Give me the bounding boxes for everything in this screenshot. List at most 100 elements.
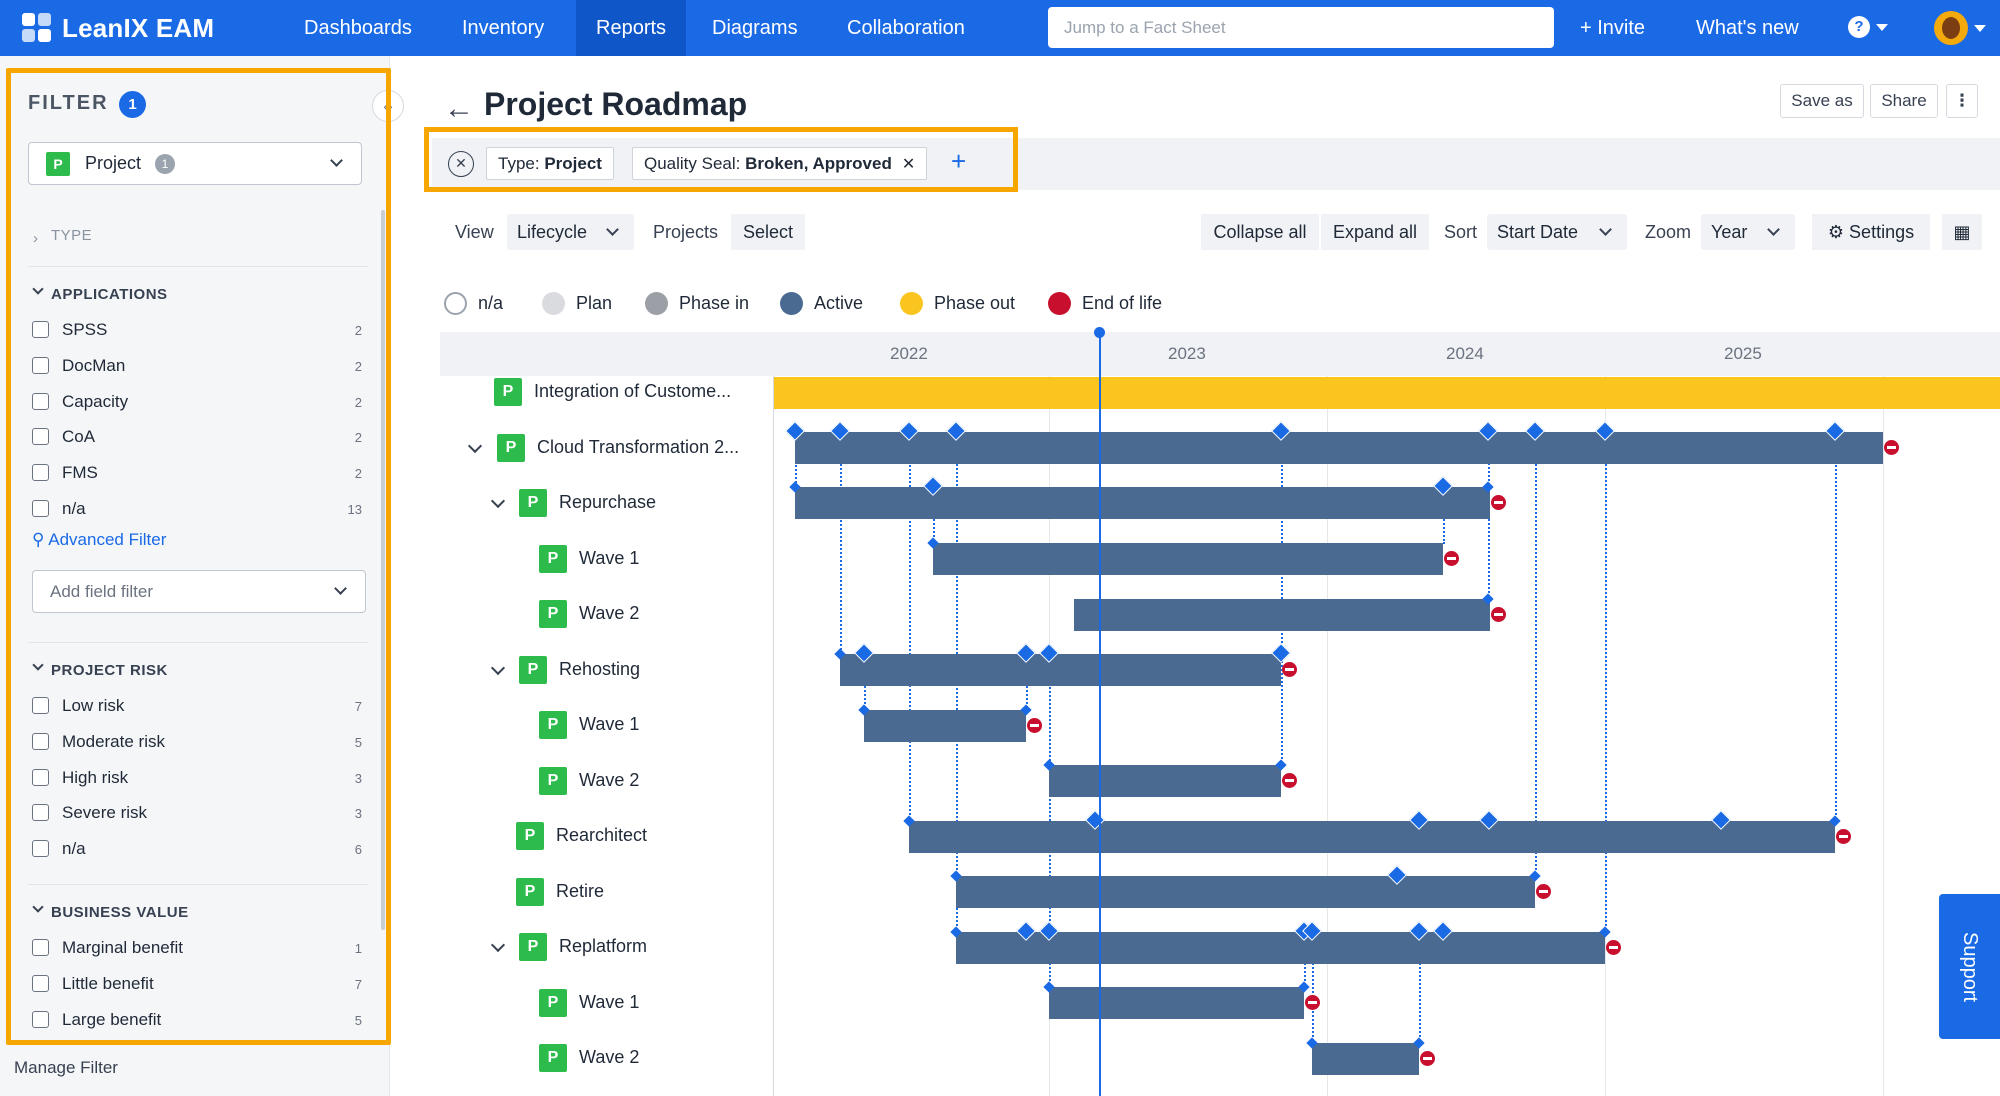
invite-button[interactable]: + Invite: [1580, 17, 1646, 39]
share-button[interactable]: Share: [1870, 84, 1938, 118]
lifecycle-bar-active[interactable]: [909, 821, 1835, 853]
chevron-down-icon[interactable]: [490, 937, 506, 953]
add-field-filter-select[interactable]: Add field filter: [32, 570, 366, 613]
projects-select-button[interactable]: Select: [731, 214, 805, 250]
checkbox[interactable]: [32, 357, 49, 374]
row-integration[interactable]: P Integration of Custome...: [494, 378, 731, 406]
table-view-icon[interactable]: ▦: [1942, 214, 1982, 250]
section-applications[interactable]: APPLICATIONS: [51, 286, 168, 303]
lifecycle-bar-active[interactable]: [864, 710, 1026, 742]
nav-inventory[interactable]: Inventory: [462, 17, 545, 39]
collapse-all-button[interactable]: Collapse all: [1201, 214, 1319, 250]
end-of-life-icon[interactable]: [1444, 551, 1459, 566]
manage-filter-link[interactable]: Manage Filter: [14, 1058, 118, 1077]
row-replatform-wave-2[interactable]: P Wave 2: [539, 1044, 639, 1072]
remove-chip-icon[interactable]: ✕: [901, 156, 916, 173]
lifecycle-bar-active[interactable]: [933, 543, 1443, 575]
checkbox[interactable]: [32, 939, 49, 956]
filter-chip-type[interactable]: Type: Project: [486, 147, 614, 180]
lifecycle-bar-active[interactable]: [795, 432, 1883, 464]
lifecycle-bar-active[interactable]: [956, 932, 1605, 964]
avatar-caret-icon[interactable]: [1974, 25, 1986, 32]
nav-diagrams[interactable]: Diagrams: [712, 17, 798, 39]
avatar[interactable]: [1934, 11, 1968, 45]
row-repurchase-wave-2[interactable]: P Wave 2: [539, 600, 639, 628]
row-retire[interactable]: P Retire: [516, 878, 604, 906]
chevron-right-icon[interactable]: ›: [33, 230, 38, 247]
add-filter-icon[interactable]: +: [951, 146, 967, 176]
row-repurchase-wave-1[interactable]: P Wave 1: [539, 545, 639, 573]
end-of-life-icon[interactable]: [1884, 440, 1899, 455]
lifecycle-bar-phase-out[interactable]: [774, 377, 2000, 409]
fact-sheet-search-input[interactable]: Jump to a Fact Sheet: [1048, 7, 1554, 48]
row-replatform-wave-1[interactable]: P Wave 1: [539, 989, 639, 1017]
filter-option-coa[interactable]: CoA 2: [32, 425, 362, 449]
end-of-life-icon[interactable]: [1536, 884, 1551, 899]
filter-option-risk-na[interactable]: n/a 6: [32, 837, 362, 861]
end-of-life-icon[interactable]: [1836, 829, 1851, 844]
checkbox[interactable]: [32, 321, 49, 338]
chevron-down-icon[interactable]: [467, 438, 483, 454]
zoom-select[interactable]: Year: [1701, 214, 1795, 250]
end-of-life-icon[interactable]: [1491, 495, 1506, 510]
checkbox[interactable]: [32, 464, 49, 481]
row-rehosting-wave-1[interactable]: P Wave 1: [539, 711, 639, 739]
end-of-life-icon[interactable]: [1282, 662, 1297, 677]
section-type[interactable]: TYPE: [51, 227, 93, 244]
nav-reports[interactable]: Reports: [576, 0, 687, 56]
advanced-filter-link[interactable]: ⚲ Advanced Filter: [32, 530, 167, 549]
help-icon[interactable]: ?: [1848, 16, 1870, 38]
filter-option-high-risk[interactable]: High risk 3: [32, 766, 362, 790]
checkbox[interactable]: [32, 428, 49, 445]
row-repurchase[interactable]: P Repurchase: [519, 489, 656, 517]
filter-option-capacity[interactable]: Capacity 2: [32, 390, 362, 414]
row-rearchitect[interactable]: P Rearchitect: [516, 822, 647, 850]
filter-option-low-risk[interactable]: Low risk 7: [32, 694, 362, 718]
lifecycle-bar-active[interactable]: [1312, 1043, 1419, 1075]
filter-option-spss[interactable]: SPSS 2: [32, 318, 362, 342]
filter-option-fms[interactable]: FMS 2: [32, 461, 362, 485]
fact-sheet-type-select[interactable]: P Project 1: [28, 142, 362, 185]
filter-option-moderate-risk[interactable]: Moderate risk 5: [32, 730, 362, 754]
checkbox[interactable]: [32, 500, 49, 517]
end-of-life-icon[interactable]: [1282, 773, 1297, 788]
section-business-value[interactable]: BUSINESS VALUE: [51, 904, 189, 921]
checkbox[interactable]: [32, 975, 49, 992]
end-of-life-icon[interactable]: [1606, 940, 1621, 955]
chevron-down-icon[interactable]: [490, 493, 506, 509]
support-tab[interactable]: Support: [1939, 894, 2000, 1039]
whats-new-link[interactable]: What's new: [1696, 17, 1799, 39]
filter-option-na[interactable]: n/a 13: [32, 497, 362, 521]
checkbox[interactable]: [32, 1011, 49, 1028]
nav-collaboration[interactable]: Collaboration: [847, 17, 965, 39]
row-cloud-transformation[interactable]: P Cloud Transformation 2...: [497, 434, 739, 462]
lifecycle-bar-active[interactable]: [795, 487, 1490, 519]
checkbox[interactable]: [32, 697, 49, 714]
lifecycle-bar-active[interactable]: [840, 654, 1281, 686]
row-rehosting-wave-2[interactable]: P Wave 2: [539, 767, 639, 795]
checkbox[interactable]: [32, 840, 49, 857]
nav-dashboards[interactable]: Dashboards: [304, 17, 412, 39]
clear-filters-icon[interactable]: ✕: [448, 151, 474, 177]
end-of-life-icon[interactable]: [1420, 1051, 1435, 1066]
save-as-button[interactable]: Save as: [1780, 84, 1864, 118]
brand[interactable]: LeanIX EAM: [22, 12, 214, 44]
checkbox[interactable]: [32, 804, 49, 821]
filter-option-marginal-benefit[interactable]: Marginal benefit 1: [32, 936, 362, 960]
lifecycle-bar-active[interactable]: [956, 876, 1535, 908]
end-of-life-icon[interactable]: [1027, 718, 1042, 733]
view-select[interactable]: Lifecycle: [507, 214, 634, 250]
filter-option-severe-risk[interactable]: Severe risk 3: [32, 801, 362, 825]
back-arrow-icon[interactable]: ←: [444, 92, 474, 125]
end-of-life-icon[interactable]: [1305, 995, 1320, 1010]
row-replatform[interactable]: P Replatform: [519, 933, 647, 961]
filter-option-docman[interactable]: DocMan 2: [32, 354, 362, 378]
filter-chip-quality-seal[interactable]: Quality Seal: Broken, Approved ✕: [632, 147, 928, 180]
settings-button[interactable]: ⚙ Settings: [1812, 214, 1930, 250]
sort-select[interactable]: Start Date: [1487, 214, 1627, 250]
end-of-life-icon[interactable]: [1491, 607, 1506, 622]
checkbox[interactable]: [32, 393, 49, 410]
more-options-icon[interactable]: ⋮: [1946, 84, 1978, 118]
collapse-sidebar-button[interactable]: ‹›: [372, 90, 404, 122]
help-caret-icon[interactable]: [1876, 24, 1888, 31]
